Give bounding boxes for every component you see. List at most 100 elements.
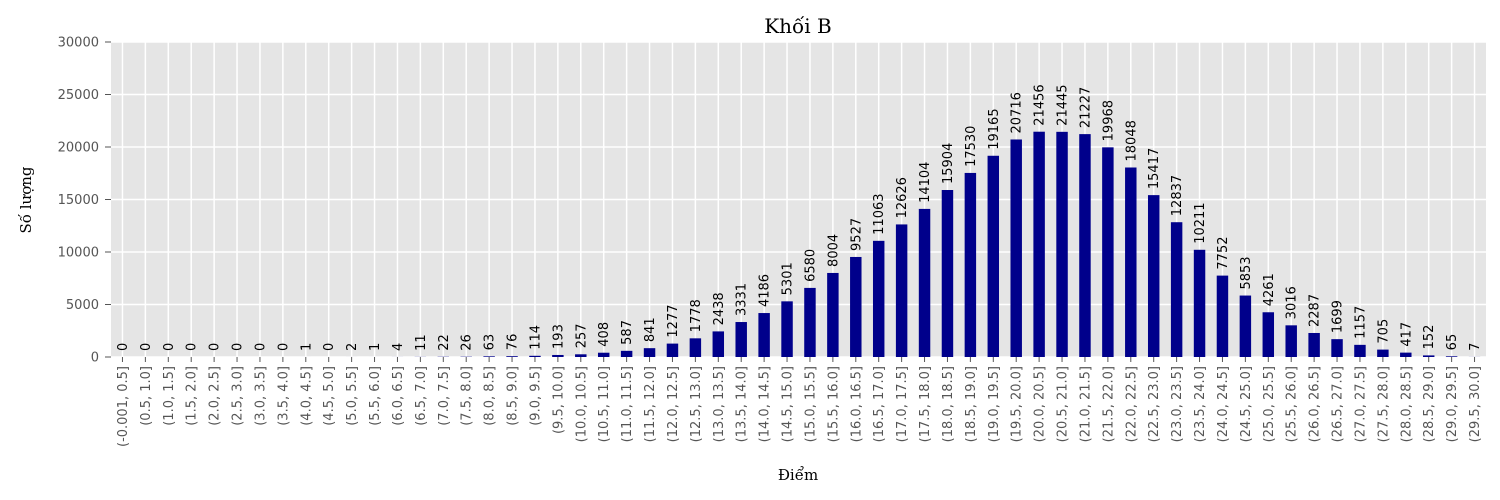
bar [643,348,656,357]
x-tick-label: (-0.001, 0.5] [116,366,131,447]
value-label: 193 [551,324,566,349]
bar [1422,355,1435,357]
x-tick-label: (6.0, 6.5] [391,366,406,426]
value-label: 19968 [1101,100,1116,141]
value-label: 21456 [1033,84,1048,125]
value-label: 1699 [1331,300,1346,333]
bar [1125,167,1137,357]
value-label: 7752 [1216,237,1231,270]
y-tick-label: 30000 [58,36,99,51]
value-label: 5853 [1239,256,1254,289]
value-label: 0 [208,343,223,351]
value-label: 15904 [941,143,956,184]
value-label: 0 [139,343,154,351]
value-label: 0 [116,343,131,351]
x-tick-label: (8.0, 8.5] [483,366,498,426]
bar [552,354,564,357]
value-label: 1 [368,343,383,351]
x-tick-label: (18.5, 19.0] [964,366,979,442]
x-tick-label: (20.0, 20.5] [1033,366,1048,442]
value-label: 4 [391,343,406,351]
y-tick-label: 0 [91,351,99,366]
y-tick-label: 15000 [58,193,99,208]
value-label: 5301 [781,262,796,295]
x-tick-label: (11.5, 12.0] [643,366,658,442]
bar [1010,139,1022,357]
value-label: 0 [162,343,177,351]
x-tick-label: (17.0, 17.5] [895,366,910,442]
bar [941,190,954,357]
x-tick-label: (19.0, 19.5] [987,366,1002,442]
bar [827,272,839,357]
x-tick-label: (28.0, 28.5] [1399,366,1414,442]
value-label: 1778 [689,299,704,332]
value-label: 21227 [1078,87,1093,128]
bar [850,256,862,357]
bar [1354,344,1366,357]
value-label: 3016 [1285,286,1300,319]
bar [506,356,518,357]
x-tick-label: (2.5, 3.0] [231,366,246,426]
x-tick-label: (12.0, 12.5] [666,366,681,442]
value-label: 1157 [1353,306,1368,339]
x-tick-label: (29.5, 30.0] [1468,366,1483,442]
x-tick-label: (15.5, 16.0] [826,366,841,442]
x-tick-label: (16.0, 16.5] [849,366,864,442]
x-tick-label: (17.5, 18.0] [918,366,933,442]
x-tick-label: (19.5, 20.0] [1010,366,1025,442]
x-tick-label: (10.5, 11.0] [597,366,612,442]
x-tick-label: (27.0, 27.5] [1353,366,1368,442]
value-label: 2438 [712,292,727,325]
value-label: 0 [322,343,337,351]
bar [735,322,747,357]
x-tick-label: (2.0, 2.5] [208,366,223,426]
x-tick-label: (23.5, 24.0] [1193,366,1208,442]
value-label: 1277 [666,304,681,337]
bar [1445,356,1458,357]
bar [781,301,793,357]
value-label: 8004 [826,234,841,267]
y-tick-label: 5000 [66,298,99,313]
bar [872,240,885,357]
x-tick-label: (6.5, 7.0] [414,366,429,426]
x-tick-label: (7.0, 7.5] [437,366,452,426]
x-tick-label: (15.0, 15.5] [803,366,818,442]
x-tick-label: (20.5, 21.0] [1056,366,1071,442]
bar [1056,131,1068,357]
value-label: 12626 [895,177,910,218]
value-label: 17530 [964,126,979,167]
bar [620,350,633,357]
bar [529,355,541,357]
bar [895,224,908,357]
value-label: 9527 [849,218,864,251]
value-label: 11063 [872,193,887,234]
bar [1033,131,1045,357]
x-tick-label: (4.0, 4.5] [299,366,314,426]
x-tick-label: (26.0, 26.5] [1308,366,1323,442]
bar [1147,195,1160,357]
y-tick-label: 10000 [58,246,99,261]
value-label: 63 [483,334,498,351]
x-tick-label: (14.0, 14.5] [758,366,773,442]
x-tick-label: (14.5, 15.0] [781,366,796,442]
x-tick-label: (1.0, 1.5] [162,366,177,426]
value-label: 18048 [1124,120,1139,161]
bar [964,172,977,357]
bar [1262,312,1275,357]
y-tick-label: 25000 [58,88,99,103]
x-tick-label: (7.5, 8.0] [460,366,475,426]
y-axis-label: Số lượng [17,166,35,233]
value-label: 0 [231,343,246,351]
bar [1079,134,1091,357]
bar [918,208,931,357]
x-tick-label: (5.5, 6.0] [368,366,383,426]
bar [666,343,679,357]
value-label: 2287 [1308,294,1323,327]
value-label: 15417 [1147,148,1162,189]
x-tick-label: (29.0, 29.5] [1445,366,1460,442]
bar [712,331,725,357]
y-tick-label: 20000 [58,141,99,156]
bar [758,313,770,357]
x-tick-label: (9.5, 10.0] [551,366,566,434]
